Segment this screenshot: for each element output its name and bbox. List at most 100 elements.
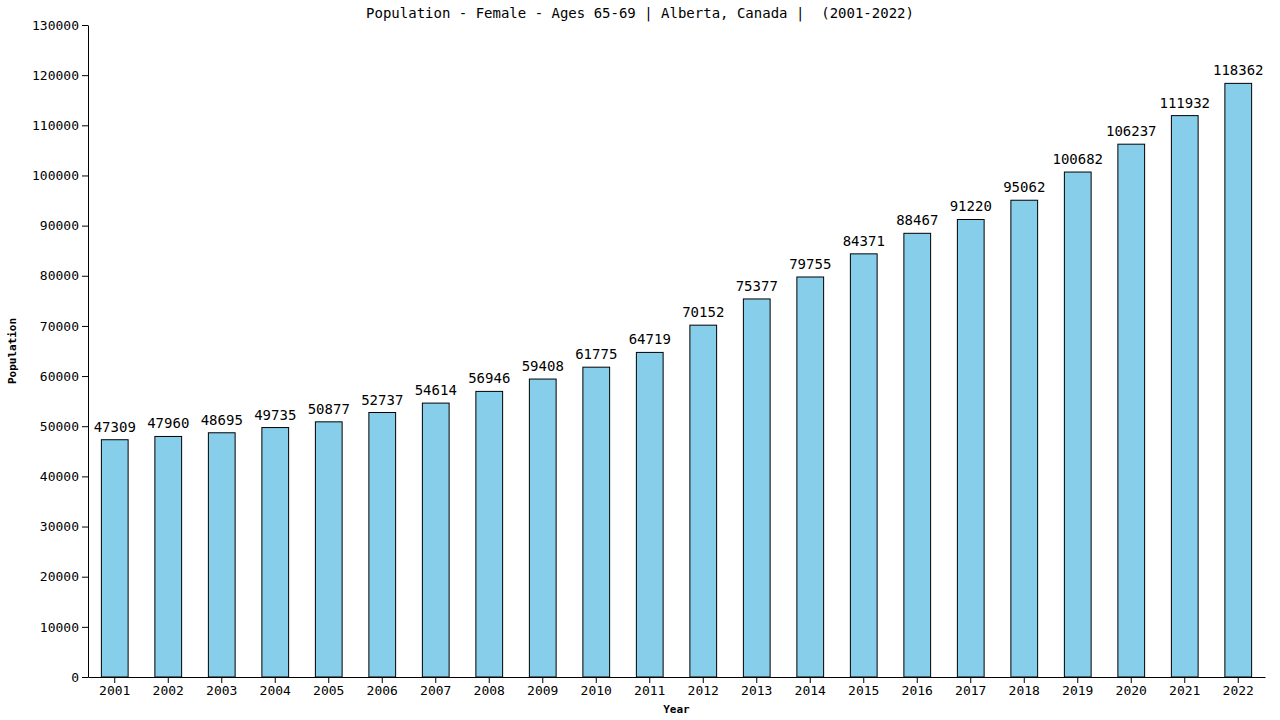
bar — [636, 352, 663, 677]
x-tick-label: 2014 — [795, 683, 826, 698]
x-tick-label: 2011 — [634, 683, 665, 698]
bar — [422, 403, 449, 677]
bar — [743, 299, 770, 677]
x-tick: 2003 — [206, 677, 237, 698]
x-tick-mark — [1184, 677, 1185, 683]
data-label: 47960 — [147, 415, 189, 431]
bar — [797, 277, 824, 677]
x-tick-label: 2010 — [581, 683, 612, 698]
data-label: 64719 — [629, 331, 671, 347]
y-tick-mark — [82, 25, 88, 26]
x-tick-mark — [970, 677, 971, 683]
y-axis: 0100002000030000400005000060000700008000… — [32, 18, 88, 685]
x-tick-label: 2013 — [741, 683, 772, 698]
y-tick-label: 110000 — [32, 118, 79, 133]
bar — [904, 233, 931, 677]
y-tick-label: 0 — [71, 670, 79, 685]
x-tick-label: 2016 — [902, 683, 933, 698]
x-tick: 2017 — [955, 677, 986, 698]
bar — [369, 413, 396, 677]
bar — [1064, 172, 1091, 677]
x-tick-mark — [1077, 677, 1078, 683]
y-tick-mark — [82, 376, 88, 377]
x-tick: 2016 — [902, 677, 933, 698]
x-tick-mark — [275, 677, 276, 683]
bar — [101, 440, 128, 677]
x-tick-mark — [328, 677, 329, 683]
bars — [101, 83, 1251, 677]
x-tick-label: 2003 — [206, 683, 237, 698]
y-tick: 90000 — [40, 218, 88, 233]
x-tick-label: 2007 — [420, 683, 451, 698]
y-tick-mark — [82, 276, 88, 277]
y-tick-mark — [82, 326, 88, 327]
x-tick-mark — [917, 677, 918, 683]
x-tick-mark — [435, 677, 436, 683]
bar — [529, 379, 556, 677]
data-label: 84371 — [843, 233, 885, 249]
y-tick: 20000 — [40, 569, 88, 584]
x-tick-label: 2022 — [1223, 683, 1254, 698]
x-tick-mark — [1024, 677, 1025, 683]
x-tick: 2010 — [581, 677, 612, 698]
data-label: 48695 — [201, 412, 243, 428]
x-tick-label: 2005 — [313, 683, 344, 698]
data-label: 75377 — [736, 278, 778, 294]
y-axis-title: Population — [6, 318, 19, 384]
y-tick-mark — [82, 476, 88, 477]
x-tick-label: 2017 — [955, 683, 986, 698]
chart: 4730947960486954973550877527375461456946… — [0, 0, 1280, 720]
data-labels: 4730947960486954973550877527375461456946… — [94, 62, 1264, 434]
data-label: 59408 — [522, 358, 564, 374]
x-tick: 2008 — [474, 677, 505, 698]
data-label: 54614 — [415, 382, 457, 398]
data-label: 100682 — [1052, 151, 1103, 167]
y-tick: 120000 — [32, 68, 88, 83]
bar — [476, 391, 503, 677]
y-tick-label: 20000 — [40, 569, 79, 584]
bar — [1118, 144, 1145, 677]
data-label: 61775 — [575, 346, 617, 362]
y-tick-mark — [82, 426, 88, 427]
y-tick-mark — [82, 527, 88, 528]
y-tick-label: 50000 — [40, 419, 79, 434]
x-tick-label: 2006 — [367, 683, 398, 698]
x-tick-mark — [168, 677, 169, 683]
x-tick: 2013 — [741, 677, 772, 698]
x-axis-line — [89, 677, 1266, 678]
y-tick: 70000 — [40, 319, 88, 334]
x-tick-label: 2009 — [527, 683, 558, 698]
bar — [1171, 116, 1198, 677]
data-label: 118362 — [1213, 62, 1264, 78]
title: Population - Female - Ages 65-69 | Alber… — [366, 5, 914, 22]
x-tick: 2002 — [153, 677, 184, 698]
x-tick-label: 2019 — [1062, 683, 1093, 698]
bar — [315, 422, 342, 677]
x-tick: 2009 — [527, 677, 558, 698]
data-label: 47309 — [94, 419, 136, 435]
y-tick-label: 120000 — [32, 68, 79, 83]
x-tick-label: 2015 — [848, 683, 879, 698]
x-tick: 2004 — [260, 677, 291, 698]
x-tick-mark — [1131, 677, 1132, 683]
x-tick-label: 2021 — [1169, 683, 1200, 698]
y-tick-mark — [82, 627, 88, 628]
data-label: 88467 — [896, 212, 938, 228]
x-tick-label: 2008 — [474, 683, 505, 698]
y-tick-label: 10000 — [40, 620, 79, 635]
y-tick: 50000 — [40, 419, 88, 434]
x-tick-label: 2012 — [688, 683, 719, 698]
data-label: 50877 — [308, 401, 350, 417]
x-tick: 2018 — [1009, 677, 1040, 698]
x-tick: 2019 — [1062, 677, 1093, 698]
data-label: 70152 — [682, 304, 724, 320]
bar — [262, 428, 289, 677]
y-tick-label: 80000 — [40, 268, 79, 283]
x-tick-label: 2002 — [153, 683, 184, 698]
y-tick: 30000 — [40, 519, 88, 534]
y-tick-mark — [82, 577, 88, 578]
x-tick: 2020 — [1116, 677, 1147, 698]
x-tick: 2015 — [848, 677, 879, 698]
x-axis-title: Year — [663, 703, 690, 716]
x-tick-mark — [542, 677, 543, 683]
